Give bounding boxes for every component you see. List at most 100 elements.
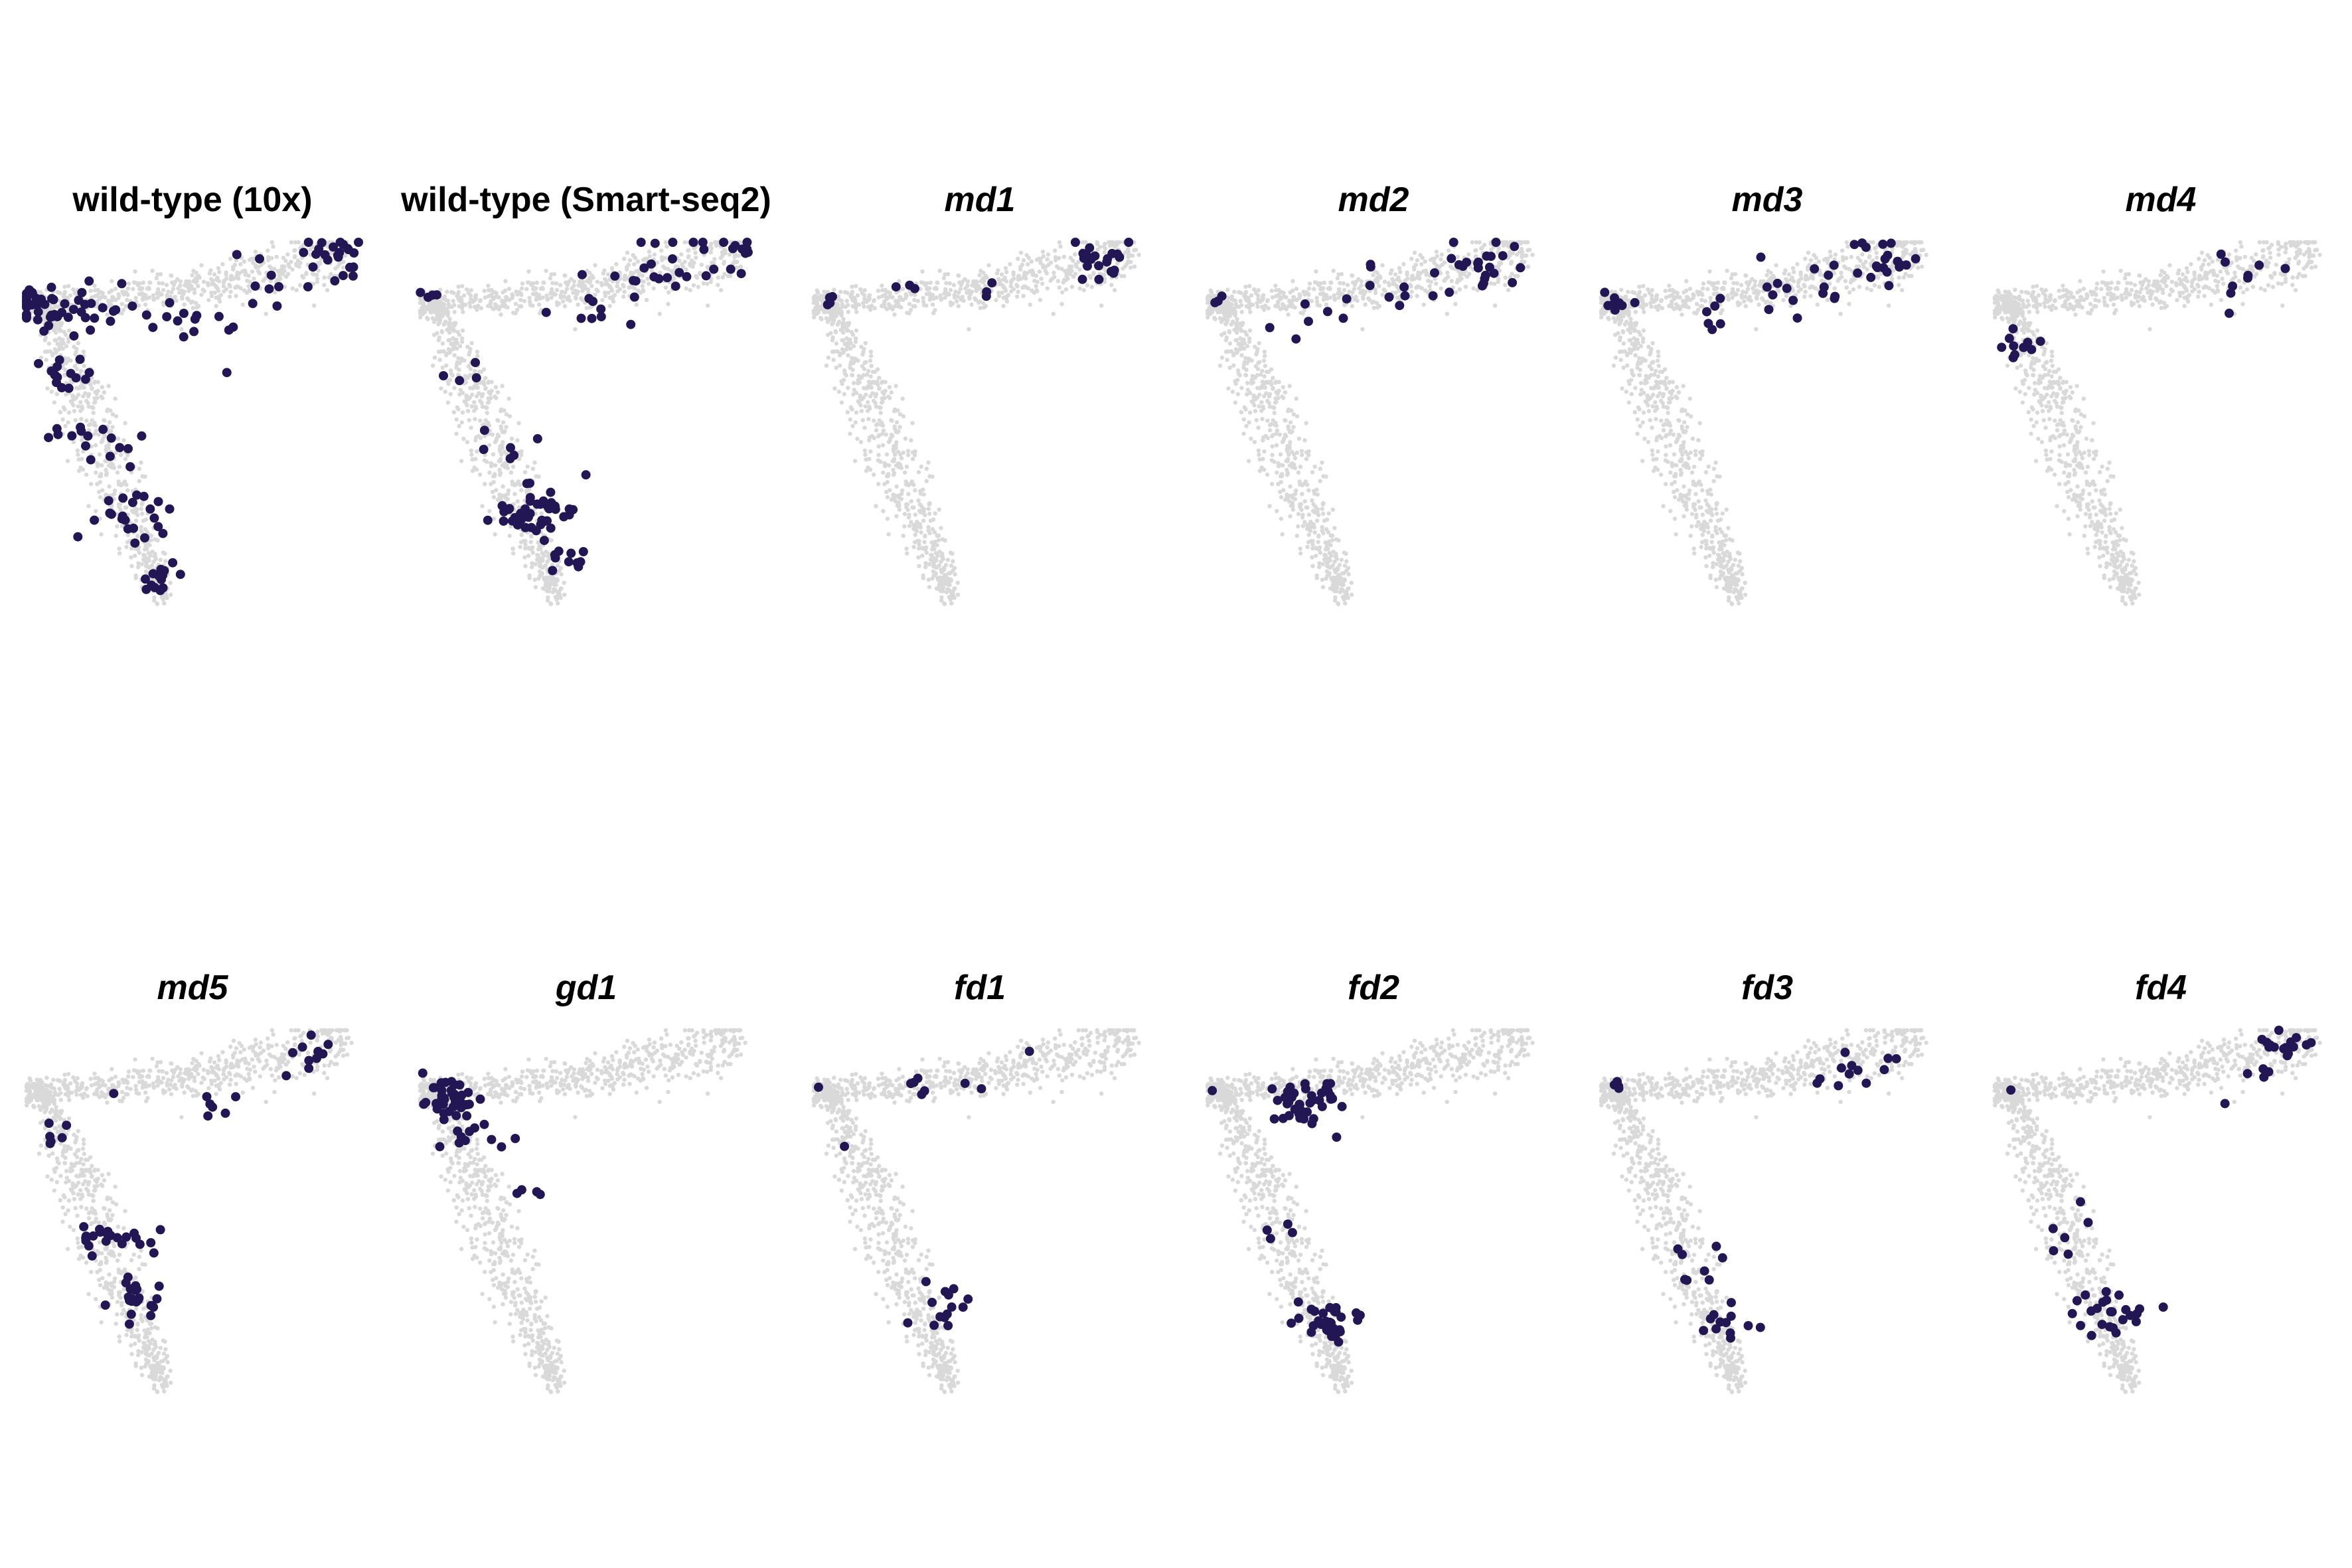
background-cell-point: [444, 351, 449, 356]
highlighted-cell-point: [104, 496, 114, 506]
highlighted-cell-point: [1094, 261, 1103, 271]
background-cell-point: [1310, 498, 1314, 503]
background-cell-point: [1530, 252, 1535, 258]
background-cell-point: [937, 268, 942, 274]
background-cell-point: [510, 482, 515, 487]
background-cell-point: [1298, 546, 1302, 551]
background-cell-point: [161, 300, 166, 305]
background-cell-point: [629, 270, 633, 275]
background-cell-point: [738, 264, 744, 269]
background-cell-point: [926, 578, 931, 582]
background-cell-point: [641, 289, 646, 293]
background-cell-point: [901, 414, 906, 419]
background-cell-point: [1262, 349, 1267, 354]
background-cell-point: [1439, 257, 1443, 262]
background-cell-point: [1077, 286, 1082, 291]
highlighted-cell-point: [137, 431, 147, 441]
panel-title: md2: [1338, 181, 1409, 219]
background-cell-point: [201, 279, 206, 284]
background-cell-point: [1277, 388, 1281, 393]
highlighted-cell-point: [145, 504, 155, 514]
background-cell-point: [835, 322, 840, 327]
background-cell-point: [948, 287, 953, 293]
background-cell-point: [126, 281, 131, 286]
background-cell-point: [125, 453, 130, 457]
background-cell-point: [846, 309, 850, 315]
background-cell-point: [1254, 352, 1259, 357]
background-cell-point: [1238, 336, 1243, 341]
background-cell-point: [433, 304, 437, 309]
background-cell-point: [261, 278, 266, 283]
background-cell-point: [884, 297, 890, 301]
background-cell-point: [1265, 472, 1270, 477]
background-cell-point: [552, 272, 557, 277]
highlighted-cell-point: [52, 372, 62, 382]
background-cell-point: [594, 287, 599, 292]
background-cell-point: [1291, 507, 1296, 512]
background-cell-point: [1046, 262, 1051, 268]
background-cell-point: [580, 289, 585, 293]
background-cell-point: [874, 392, 879, 396]
background-cell-point: [1447, 248, 1451, 253]
background-cell-point: [534, 293, 539, 298]
background-cell-point: [556, 601, 560, 606]
background-cell-point: [426, 304, 430, 309]
background-cell-point: [1244, 424, 1249, 428]
background-cell-point: [1261, 382, 1266, 387]
panel-md2: md2: [1205, 181, 1535, 607]
background-cell-point: [462, 358, 467, 363]
background-cell-point: [123, 457, 128, 461]
background-cell-point: [1455, 254, 1460, 260]
highlighted-cell-point: [86, 299, 96, 309]
background-cell-point: [94, 470, 98, 475]
background-cell-point: [647, 249, 652, 254]
background-cell-point: [161, 597, 165, 602]
background-cell-point: [455, 360, 460, 364]
background-cell-point: [880, 420, 884, 426]
background-cell-point: [511, 551, 516, 556]
background-cell-point: [129, 555, 133, 560]
background-cell-point: [1239, 386, 1244, 390]
highlighted-cell-point: [581, 470, 591, 480]
background-cell-point: [1338, 576, 1343, 580]
highlighted-cell-point: [179, 309, 189, 318]
background-cell-point: [438, 299, 443, 305]
background-cell-point: [1022, 270, 1027, 275]
background-cell-point: [1284, 295, 1289, 300]
background-cell-point: [1277, 380, 1281, 384]
background-cell-point: [134, 281, 139, 285]
background-cell-point: [445, 298, 450, 303]
background-cell-point: [1133, 248, 1138, 252]
background-cell-point: [63, 424, 68, 428]
background-cell-point: [66, 339, 71, 345]
highlighted-cell-point: [550, 553, 560, 563]
background-cell-point: [1297, 295, 1302, 300]
background-cell-point: [919, 464, 923, 469]
highlighted-cell-point: [670, 281, 680, 291]
background-cell-point: [129, 564, 134, 568]
highlighted-cell-point: [1338, 313, 1348, 323]
background-cell-point: [460, 283, 465, 289]
background-cell-point: [680, 262, 684, 267]
background-cell-point: [117, 465, 122, 469]
background-cell-point: [927, 297, 933, 302]
background-cell-point: [569, 277, 574, 281]
background-cell-point: [487, 470, 492, 475]
background-cell-point: [1039, 276, 1044, 281]
background-cell-point: [845, 410, 850, 415]
highlighted-cell-point: [509, 450, 519, 460]
background-cell-point: [121, 307, 126, 313]
background-cell-point: [916, 555, 921, 560]
background-cell-point: [868, 382, 872, 387]
background-cell-point: [1335, 568, 1340, 572]
background-cell-point: [1466, 252, 1471, 257]
background-cell-point: [457, 333, 462, 337]
background-cell-point: [76, 341, 80, 346]
background-cell-point: [530, 565, 534, 570]
highlighted-cell-point: [629, 292, 639, 302]
background-cell-point: [852, 388, 857, 392]
background-cell-point: [474, 467, 479, 472]
background-cell-point: [119, 453, 123, 457]
background-cell-point: [854, 309, 859, 315]
background-cell-point: [115, 470, 120, 475]
